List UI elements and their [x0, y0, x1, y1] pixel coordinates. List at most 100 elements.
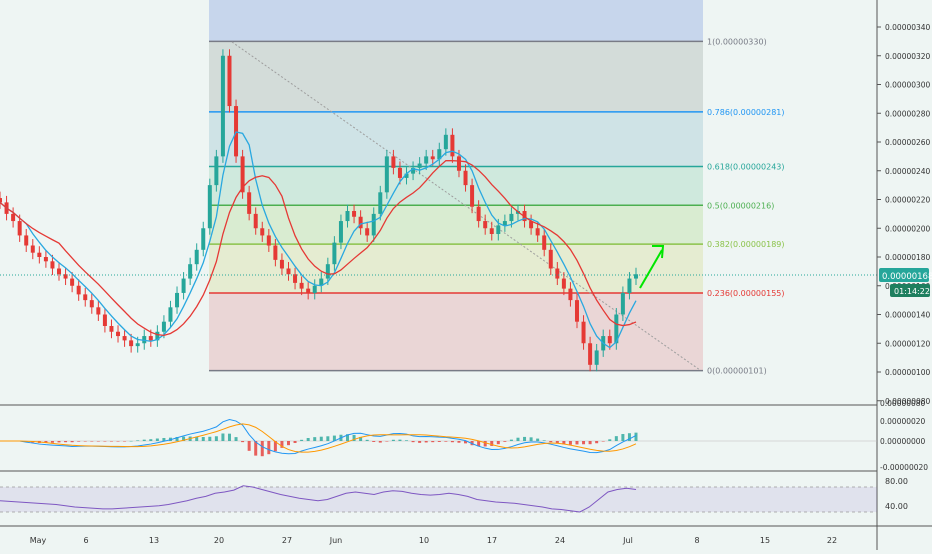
candle-body [437, 149, 442, 160]
macd-histogram-bar [450, 441, 454, 443]
fib-zone [209, 111, 703, 167]
fib-level-label: 0.618(0.00000243) [707, 162, 785, 171]
macd-histogram-bar [64, 441, 68, 443]
candle-body [548, 249, 553, 269]
candle-body [207, 185, 212, 229]
candle-body [404, 173, 409, 178]
macd-histogram-bar [227, 433, 231, 441]
candle-body [37, 252, 42, 257]
candle-body [306, 288, 311, 293]
macd-histogram-bar [83, 441, 87, 442]
candle-body [227, 55, 232, 107]
macd-histogram-bar [621, 434, 625, 441]
macd-histogram-bar [162, 437, 166, 441]
fib-zone-top [209, 0, 703, 42]
price-tick-label: 0.00000240 [885, 167, 931, 176]
time-tick-label: 20 [214, 536, 224, 545]
candle-body [588, 343, 593, 365]
macd-histogram-bar [411, 441, 415, 443]
candle-body [509, 213, 514, 222]
candle-body [247, 192, 252, 214]
candle-body [319, 278, 324, 286]
macd-histogram-bar [568, 441, 572, 445]
moving-average-line [0, 131, 637, 349]
macd-histogram-bar [332, 435, 336, 441]
candle-body [417, 163, 422, 168]
candle-body [50, 261, 55, 269]
rsi-band [0, 487, 877, 512]
time-axis[interactable]: May 6 13 20 27 Jun 10 17 24 Jul 8 15 22 [30, 536, 837, 545]
candle-body [496, 225, 501, 234]
fib-zone [209, 205, 703, 245]
candle-body [70, 278, 75, 286]
time-tick-label: May [30, 536, 47, 545]
candle-body [463, 170, 468, 186]
candle-body [424, 156, 429, 164]
price-tick-label: 0.00000320 [885, 52, 931, 61]
candle-body [443, 134, 448, 150]
macd-histogram-bar [136, 440, 140, 441]
macd-histogram-bar [57, 441, 61, 443]
macd-histogram-bar [214, 436, 218, 441]
candle-body [397, 167, 402, 178]
candle-body [542, 235, 547, 250]
macd-histogram-bar [129, 440, 133, 442]
macd-histogram-bar [542, 440, 546, 441]
macd-histogram-bar [300, 439, 304, 441]
fib-level-label: 0(0.00000101) [707, 367, 767, 376]
macd-histogram-bar [306, 438, 310, 441]
moving-averages [0, 131, 637, 349]
projection-arrow[interactable] [639, 245, 665, 289]
candle-body [175, 292, 180, 308]
time-tick-label: 8 [694, 536, 699, 545]
fibonacci-levels[interactable] [209, 40, 703, 372]
macd-histogram-bar [588, 441, 592, 445]
macd-panel[interactable] [0, 419, 877, 457]
candle-body [142, 336, 147, 344]
candle-body [332, 242, 337, 265]
macd-histogram-bar [457, 441, 461, 443]
candle-body [0, 198, 2, 203]
macd-histogram-bar [286, 441, 290, 446]
time-tick-label: 13 [149, 536, 159, 545]
candle-body [17, 221, 22, 236]
macd-histogram-bar [490, 441, 494, 446]
macd-histogram-bar [346, 434, 350, 441]
macd-histogram-bar [529, 437, 533, 441]
macd-histogram-bar [44, 441, 48, 444]
candle-body [430, 156, 435, 160]
macd-axis-ticks: 0.00000080 0.00000020 0.00000000 -0.0000002… [880, 399, 928, 472]
macd-histogram-bar [627, 433, 631, 441]
macd-histogram-bar [575, 441, 579, 445]
candle-body [161, 321, 166, 332]
macd-histogram-bar [241, 441, 245, 443]
candle-body [286, 268, 291, 275]
macd-histogram-bar [103, 441, 107, 442]
trend-line[interactable] [231, 41, 701, 371]
candle-body [181, 278, 186, 293]
macd-histogram-bar [523, 436, 527, 441]
macd-histogram-bar [418, 441, 422, 443]
fibonacci-labels: 1(0.00000330) 0.786(0.00000281) 0.618(0.00… [707, 37, 785, 375]
macd-histogram-bar [503, 441, 507, 442]
candle-body [365, 228, 370, 236]
macd-tick-label: -0.00000020 [880, 463, 928, 472]
candle-body [201, 228, 206, 250]
macd-histogram-bar [326, 436, 330, 441]
candle-body [502, 221, 507, 226]
candle-body [476, 206, 481, 222]
candle-body [568, 288, 573, 301]
macd-histogram-bar [608, 439, 612, 441]
macd-histogram-bar [123, 441, 127, 442]
candle-body [456, 156, 461, 171]
candle-body [122, 336, 127, 341]
candle-body [188, 264, 193, 279]
macd-histogram-bar [149, 439, 153, 441]
time-tick-label: 24 [555, 536, 565, 545]
macd-histogram-bar [483, 441, 487, 447]
candle-body [352, 211, 357, 217]
fib-level-label: 0.786(0.00000281) [707, 108, 785, 117]
macd-histogram-bar [634, 432, 638, 441]
